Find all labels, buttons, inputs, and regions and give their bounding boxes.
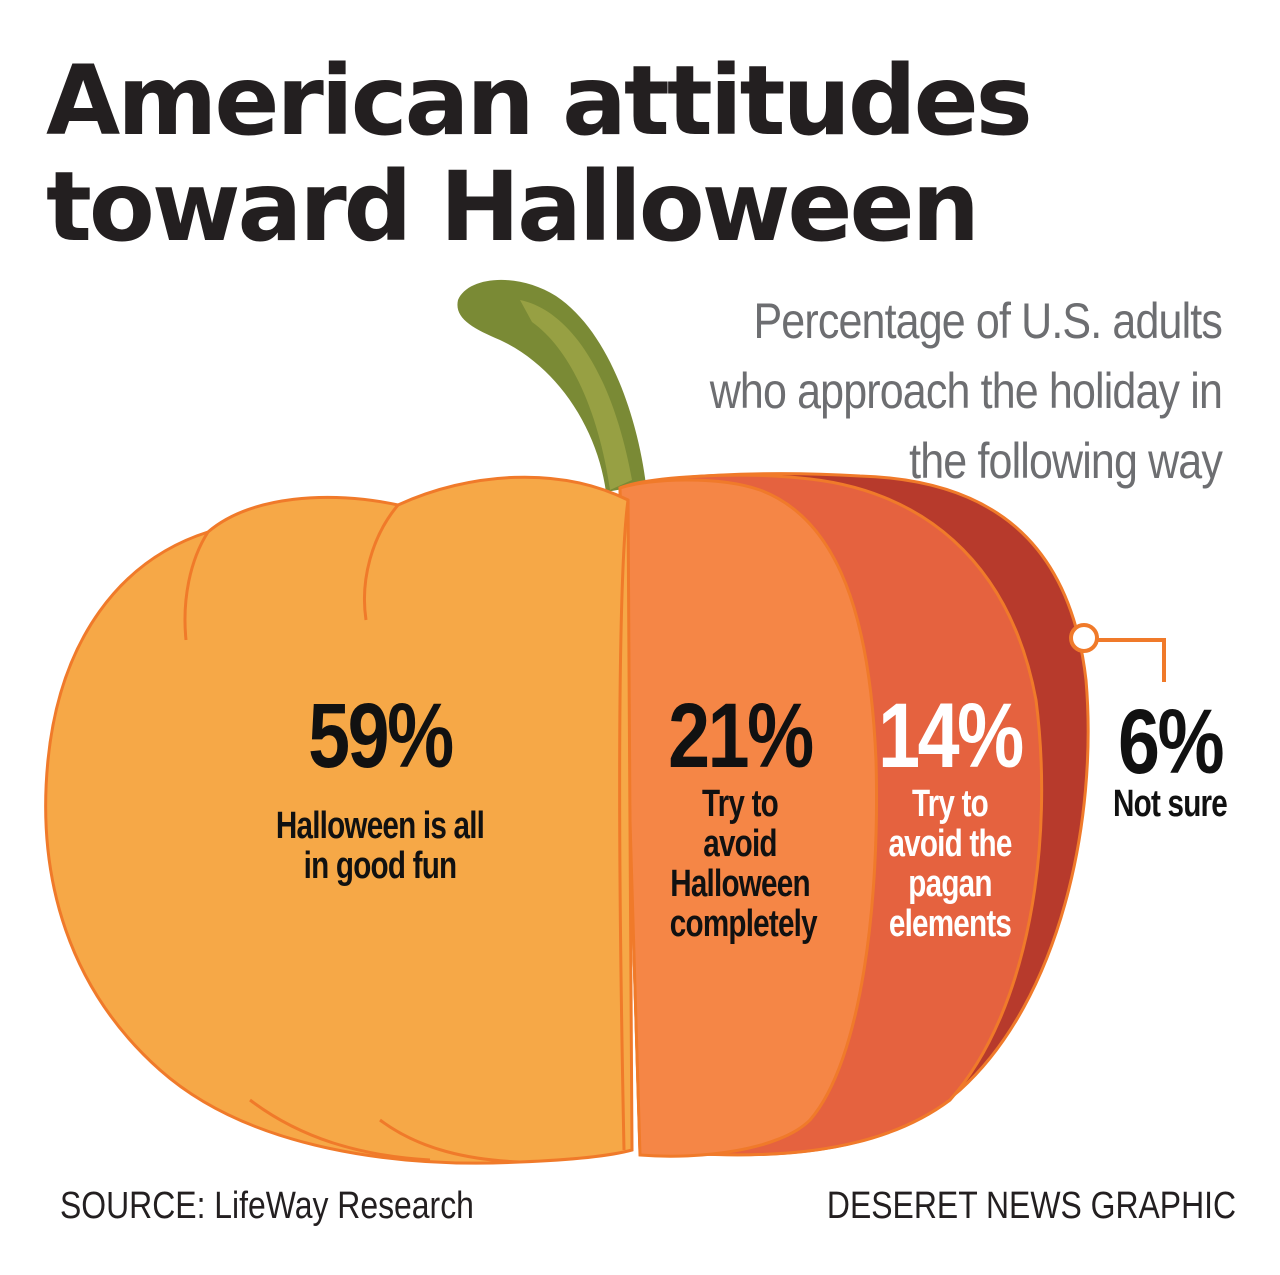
category-label-avoid-pagan: Try to avoid the pagan elements (880, 784, 1020, 944)
pumpkin-rib-line (618, 499, 630, 1151)
pumpkin-rib-line (379, 1118, 521, 1164)
source-note: SOURCE: LifeWay Research (60, 1185, 474, 1227)
pumpkin-rib-line (249, 1098, 431, 1162)
callout-leader-line (1097, 638, 1166, 682)
value-label-good-fun: 59% (308, 685, 454, 787)
pumpkin-stem (457, 279, 646, 492)
value-label-avoid-completely: 21% (668, 685, 814, 787)
graphic-credit: DESERET NEWS GRAPHIC (826, 1185, 1236, 1227)
bar-avoid-completely (618, 478, 879, 1158)
pumpkin-body (44, 472, 1090, 1165)
pumpkin-stem-highlight (520, 300, 632, 490)
pumpkin-rib-line (362, 504, 400, 621)
category-label-text: Try to avoid the pagan elements (888, 783, 1012, 945)
pumpkin-ribs (183, 499, 630, 1164)
category-label-not-sure: Not sure (1108, 784, 1233, 824)
category-label-good-fun: Halloween is all in good fun (263, 806, 497, 886)
callout-dot-icon (1069, 623, 1099, 653)
value-label-avoid-pagan: 14% (878, 685, 1024, 787)
chart-title: American attitudes toward Halloween (46, 45, 1033, 263)
category-label-avoid-completely: Try to avoid Halloween completely (670, 784, 818, 944)
category-label-text: Try to avoid Halloween completely (669, 783, 818, 945)
category-label-text: Not sure (1112, 783, 1228, 825)
chart-subtitle: Percentage of U.S. adults who approach t… (709, 293, 1223, 489)
value-label-not-sure: 6% (1117, 691, 1225, 793)
not-sure-callout (1069, 623, 1166, 682)
pumpkin-stem-shadow (457, 279, 646, 492)
pumpkin-rib-line (183, 531, 210, 641)
category-label-text: Halloween is all in good fun (275, 805, 485, 887)
